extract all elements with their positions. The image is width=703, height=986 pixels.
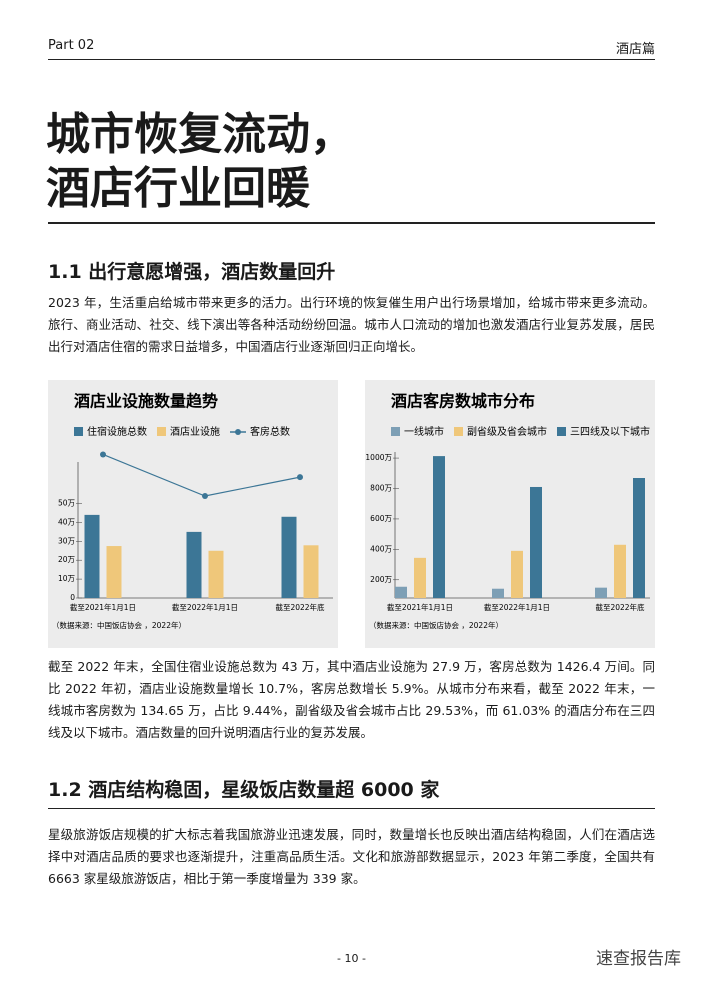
title-line: 酒店行业回暖 [46, 163, 310, 214]
bar [186, 531, 202, 598]
legend-label: 酒店业设施 [170, 425, 220, 438]
heading: 1.2 酒店结构稳固，星级饭店数量超 6000 家 [48, 779, 440, 801]
chart-title: 酒店客房数城市分布 [391, 392, 535, 411]
title-line: 城市恢复流动， [46, 109, 354, 160]
bar [614, 544, 626, 598]
legend-swatch [74, 427, 83, 436]
legend-swatch [454, 427, 463, 436]
page-number: - 10 - [337, 952, 366, 965]
bar [492, 588, 504, 598]
paragraph: 2023 年，生活重启给城市带来更多的活力。出行环境的恢复催生用户出行场景增加，… [48, 295, 655, 354]
point [202, 493, 208, 499]
title: 城市恢复流动， 酒店行业回暖 [46, 108, 354, 216]
paragraph: 截至 2022 年末，全国住宿业设施总数为 43 万，其中酒店业设施为 27.9… [48, 659, 655, 740]
bar [395, 586, 407, 598]
bar [511, 550, 523, 598]
legend-label: 一线城市 [404, 425, 444, 438]
y-tick-label: 800万 [370, 484, 392, 493]
watermark: 速查报告库 [596, 949, 681, 969]
chart-box: 酒店业设施数量趋势住宿设施总数 酒店业设施 客房总数 0 10万 20万 30万 40万 50万… [48, 380, 338, 648]
legend-swatch [157, 427, 166, 436]
point [297, 474, 303, 481]
bar [595, 587, 607, 598]
source: （数据来源：中国饭店协会 ，2022年） [369, 620, 503, 630]
y-tick-label: 50万 [58, 499, 76, 508]
legend-label: 客房总数 [250, 425, 290, 438]
point [100, 451, 106, 458]
legend-label: 副省级及省会城市 [467, 425, 547, 438]
line [102, 453, 301, 497]
bar [433, 456, 445, 598]
bar [84, 514, 100, 598]
source: （数据来源：中国饭店协会 ，2022年） [52, 620, 186, 630]
bar [208, 550, 224, 598]
y-tick-label: 1000万 [365, 453, 392, 462]
y-tick-label: 10万 [58, 574, 76, 583]
legend-swatch [391, 427, 400, 436]
rule [48, 222, 655, 224]
heading: 1.1 出行意愿增强，酒店数量回升 [48, 261, 336, 283]
rule [48, 808, 655, 809]
x-tick-label: 截至2021年1月1日 [70, 602, 136, 612]
chart-title: 酒店业设施数量趋势 [74, 392, 218, 411]
rule [48, 59, 655, 60]
y-tick-label: 30万 [58, 536, 76, 545]
y-tick-label: 200万 [370, 575, 392, 584]
bar [414, 557, 426, 598]
x-tick-label: 截至2021年1月1日 [387, 602, 453, 612]
bar [530, 486, 542, 598]
y-tick-label: 40万 [58, 517, 76, 526]
x-tick-label: 截至2022年底 [275, 602, 325, 612]
y-tick-label: 20万 [58, 555, 76, 564]
paragraph: 星级旅游饭店规模的扩大标志着我国旅游业迅速发展，同时，数量增长也反映出酒店结构稳… [48, 827, 655, 886]
legend-label: 住宿设施总数 [87, 425, 147, 438]
y-tick-label: 600万 [370, 514, 392, 523]
bar [633, 478, 645, 598]
x-tick-label: 截至2022年1月1日 [484, 602, 550, 612]
y-tick-label: 400万 [370, 544, 392, 553]
bar [281, 516, 297, 598]
bar [303, 545, 319, 598]
chart-box: 酒店客房数城市分布一线城市 副省级及省会城市 三四线及以下城市 200万 400万 600… [365, 380, 655, 648]
legend-marker [235, 429, 241, 435]
legend-swatch [557, 427, 566, 436]
bar [106, 546, 122, 598]
y-tick-label: 0 [70, 593, 75, 602]
part-label: Part 02 [48, 38, 95, 53]
legend-label: 三四线及以下城市 [570, 425, 650, 438]
section-label: 酒店篇 [615, 42, 655, 57]
x-tick-label: 截至2022年底 [595, 602, 645, 612]
x-tick-label: 截至2022年1月1日 [172, 602, 238, 612]
